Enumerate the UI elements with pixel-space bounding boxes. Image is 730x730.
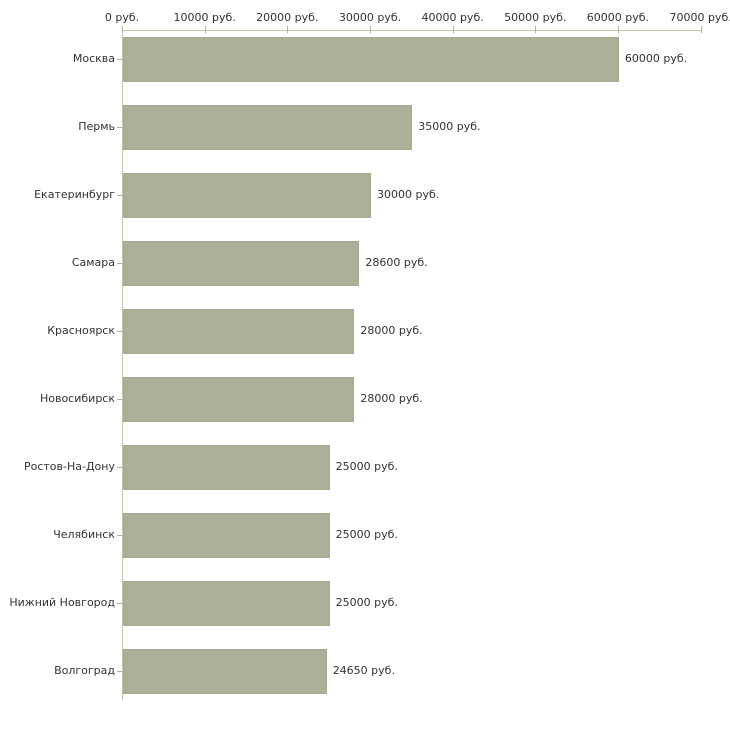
bar-value-label: 25000 руб. — [335, 596, 398, 609]
x-axis-tick — [617, 26, 619, 33]
bar-value-label: 35000 руб. — [418, 120, 481, 133]
bar-value-label: 24650 руб. — [332, 664, 395, 677]
bar-value-label: 28600 руб. — [365, 256, 428, 269]
x-axis-tick-label: 60000 руб. — [586, 11, 650, 24]
x-axis-tick-label: 70000 руб. — [669, 11, 730, 24]
x-axis-tick — [452, 26, 454, 33]
bar-value-label: 28000 руб. — [360, 392, 423, 405]
y-axis-tick — [117, 603, 122, 604]
bar — [123, 308, 355, 354]
bar — [123, 172, 371, 218]
category-label: Волгоград — [54, 664, 115, 677]
y-axis-tick — [117, 59, 122, 60]
x-axis-tick-label: 20000 руб. — [256, 11, 319, 24]
x-axis-tick — [370, 26, 371, 33]
y-axis-tick — [117, 127, 122, 128]
x-axis-tick-label: 0 руб. — [104, 11, 140, 24]
x-axis-tick — [204, 26, 206, 33]
bar — [123, 648, 327, 694]
x-axis-tick — [535, 26, 537, 33]
y-axis-line — [122, 30, 123, 700]
y-axis-tick — [117, 671, 122, 672]
y-axis-tick — [117, 331, 122, 332]
bar-value-label: 25000 руб. — [335, 460, 398, 473]
x-axis-tick-label: 10000 руб. — [173, 11, 236, 24]
bar — [123, 36, 619, 82]
y-axis-tick — [117, 535, 122, 536]
category-label: Нижний Новгород — [9, 596, 115, 609]
category-label: Пермь — [78, 120, 115, 133]
x-axis-tick — [287, 26, 289, 33]
y-axis-tick — [117, 399, 122, 400]
x-axis-tick-label: 30000 руб. — [338, 11, 402, 24]
bar — [123, 512, 330, 558]
bar-value-label: 30000 руб. — [377, 188, 440, 201]
bar — [123, 104, 413, 150]
y-axis-tick — [117, 467, 122, 468]
bar — [123, 376, 355, 422]
bar-value-label: 28000 руб. — [360, 324, 423, 337]
category-label: Екатеринбург — [34, 188, 115, 201]
bar — [123, 240, 360, 286]
bar-value-label: 60000 руб. — [624, 52, 688, 65]
bar — [123, 580, 330, 626]
x-axis-tick — [122, 26, 123, 33]
bar — [123, 444, 330, 490]
x-axis-tick-label: 40000 руб. — [421, 11, 484, 24]
x-axis-line — [122, 30, 701, 31]
category-label: Челябинск — [53, 528, 115, 541]
bar-value-label: 25000 руб. — [335, 528, 398, 541]
category-label: Самара — [71, 256, 115, 269]
category-label: Москва — [72, 52, 115, 65]
category-label: Новосибирск — [39, 392, 115, 405]
category-label: Красноярск — [47, 324, 115, 337]
x-axis-tick — [700, 26, 702, 33]
y-axis-tick — [117, 263, 122, 264]
category-label: Ростов-На-Дону — [23, 460, 115, 473]
x-axis-tick-label: 50000 руб. — [504, 11, 567, 24]
y-axis-tick — [117, 195, 122, 196]
